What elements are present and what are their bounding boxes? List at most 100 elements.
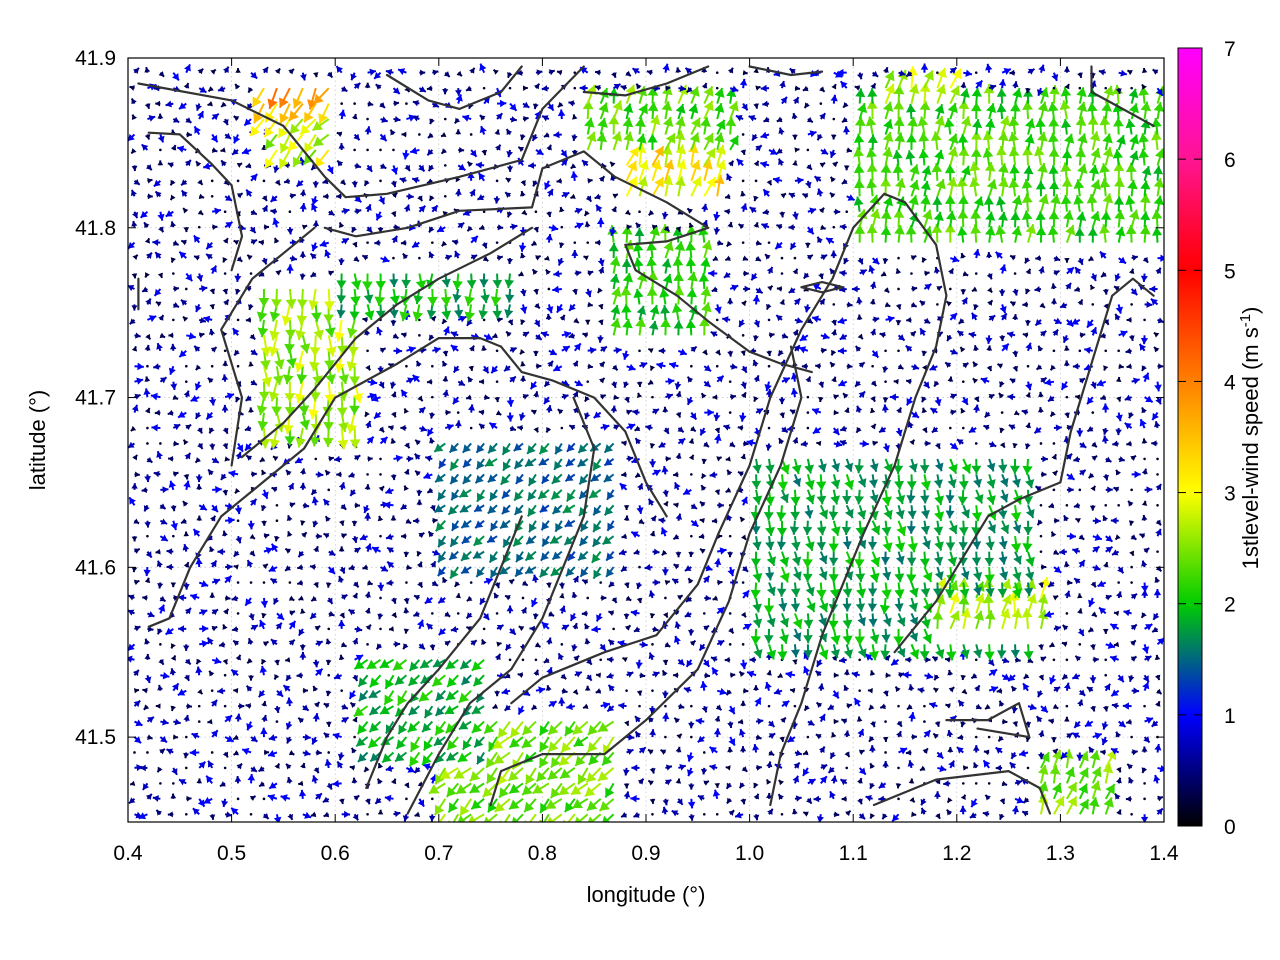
wind-vector — [662, 116, 674, 135]
wind-vector — [689, 412, 698, 421]
wind-vector — [1155, 565, 1163, 572]
wind-vector — [416, 550, 422, 557]
wind-vector — [842, 582, 853, 598]
wind-vector — [597, 767, 615, 782]
wind-vector — [418, 256, 421, 260]
wind-vector — [154, 190, 162, 198]
wind-vector — [1077, 133, 1088, 151]
wind-vector — [775, 314, 783, 322]
wind-vector — [379, 705, 394, 715]
wind-vector — [325, 335, 337, 357]
wind-vector — [133, 179, 141, 186]
wind-vector — [522, 85, 528, 91]
wind-vector — [1021, 178, 1033, 197]
wind-vector — [1010, 751, 1018, 760]
wind-vector — [222, 658, 228, 665]
wind-vector — [780, 256, 784, 260]
wind-vector — [384, 794, 394, 802]
wind-vector — [728, 627, 735, 635]
wind-vector — [412, 374, 421, 383]
wind-vector — [134, 332, 141, 339]
wind-vector — [1151, 440, 1158, 447]
wind-vector — [225, 563, 233, 571]
wind-vector — [997, 582, 1008, 598]
wind-vector — [724, 656, 731, 663]
wind-vector — [338, 143, 345, 150]
wind-vector — [1077, 257, 1084, 266]
wind-vector — [1125, 162, 1137, 181]
wind-vector — [665, 764, 673, 771]
wind-vector — [1078, 750, 1089, 769]
wind-vector — [651, 159, 662, 182]
wind-vector — [947, 146, 959, 166]
wind-vector — [1078, 349, 1082, 353]
wind-vector — [245, 317, 252, 323]
wind-vector — [391, 612, 398, 619]
wind-vector — [688, 222, 694, 229]
wind-vector — [132, 211, 139, 219]
wind-vector — [772, 176, 783, 184]
wind-vector — [547, 103, 555, 112]
wind-vector — [144, 103, 151, 110]
wind-vector — [448, 550, 459, 561]
wind-vector — [1090, 147, 1101, 166]
wind-vector — [473, 504, 485, 513]
wind-vector — [728, 160, 735, 167]
wind-vector — [917, 687, 925, 694]
wind-vector — [985, 335, 993, 344]
wind-vector — [752, 743, 760, 753]
wind-vector — [613, 394, 619, 401]
wind-vector — [440, 131, 447, 138]
wind-vector — [464, 304, 476, 322]
wind-vector — [698, 643, 706, 652]
wind-vector — [621, 440, 627, 447]
wind-vector — [549, 535, 563, 545]
wind-vector — [323, 193, 329, 200]
wind-vector — [831, 732, 837, 738]
wind-vector — [362, 316, 368, 323]
wind-vector — [839, 80, 848, 89]
wind-vector — [1118, 456, 1126, 463]
wind-vector — [169, 194, 176, 201]
wind-vector — [844, 474, 855, 491]
wind-vector — [598, 319, 604, 326]
wind-vector — [606, 704, 615, 713]
wind-vector — [284, 657, 291, 663]
wind-vector — [299, 251, 307, 259]
wind-vector — [605, 550, 615, 562]
wind-vector — [602, 813, 615, 822]
wind-vector — [674, 381, 682, 390]
wind-vector — [956, 330, 964, 337]
wind-vector — [1065, 395, 1069, 399]
wind-vector — [601, 751, 615, 767]
wind-vector — [1151, 626, 1159, 633]
wind-vector — [806, 254, 814, 261]
wind-vector — [646, 286, 658, 305]
wind-vector — [908, 597, 918, 612]
wind-vector — [1074, 227, 1085, 243]
wind-vector — [1078, 689, 1086, 697]
wind-vector — [243, 118, 252, 127]
wind-vector — [960, 288, 967, 295]
wind-vector — [1048, 502, 1055, 509]
wind-vector — [1051, 72, 1059, 82]
wind-vector — [375, 83, 382, 90]
wind-vector — [703, 364, 712, 372]
wind-vector — [897, 363, 904, 370]
wind-vector — [294, 350, 305, 373]
wind-vector — [661, 211, 669, 220]
wind-vector — [935, 813, 941, 820]
wind-vector — [612, 627, 615, 631]
wind-vector — [405, 797, 408, 801]
wind-vector — [909, 643, 920, 660]
wind-vector — [365, 420, 372, 429]
wind-vector — [273, 366, 284, 386]
wind-vector — [1152, 612, 1160, 621]
wind-vector — [437, 551, 447, 563]
wind-vector — [1129, 134, 1139, 151]
wind-vector — [509, 375, 517, 383]
wind-vector — [638, 159, 649, 182]
wind-vector — [841, 520, 852, 536]
wind-vector — [726, 87, 737, 104]
wind-vector — [648, 209, 655, 216]
